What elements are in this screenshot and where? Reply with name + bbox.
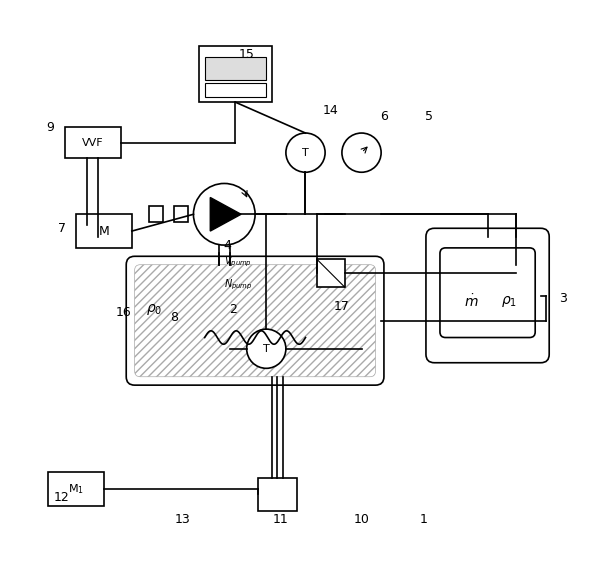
Circle shape bbox=[342, 133, 381, 172]
Text: M: M bbox=[98, 225, 109, 238]
Circle shape bbox=[286, 133, 325, 172]
Bar bbox=[76, 215, 132, 248]
Text: 5: 5 bbox=[425, 110, 433, 123]
Text: 1: 1 bbox=[419, 513, 427, 526]
Text: 11: 11 bbox=[273, 513, 288, 526]
Bar bbox=[205, 83, 266, 97]
Bar bbox=[205, 57, 266, 80]
Text: 8: 8 bbox=[170, 311, 178, 324]
Bar bbox=[148, 207, 163, 222]
Text: 12: 12 bbox=[54, 491, 70, 504]
Bar bbox=[48, 472, 104, 506]
FancyBboxPatch shape bbox=[426, 228, 549, 363]
Text: VVF: VVF bbox=[82, 138, 103, 148]
Bar bbox=[258, 477, 297, 511]
Circle shape bbox=[247, 329, 286, 368]
Text: T: T bbox=[302, 148, 309, 158]
Text: M$_1$: M$_1$ bbox=[68, 482, 84, 495]
Text: $\dot{m}$: $\dot{m}$ bbox=[464, 293, 479, 310]
Text: 17: 17 bbox=[334, 300, 350, 313]
Text: 2: 2 bbox=[229, 303, 236, 316]
Text: 7: 7 bbox=[58, 222, 66, 235]
Text: 6: 6 bbox=[380, 110, 388, 123]
FancyBboxPatch shape bbox=[126, 256, 384, 385]
Bar bbox=[174, 207, 188, 222]
Text: 16: 16 bbox=[115, 306, 131, 319]
FancyBboxPatch shape bbox=[134, 265, 376, 377]
Bar bbox=[65, 127, 120, 158]
Text: 13: 13 bbox=[174, 513, 190, 526]
Text: $V_{pump}$: $V_{pump}$ bbox=[224, 255, 252, 270]
Text: 3: 3 bbox=[559, 292, 567, 305]
Circle shape bbox=[194, 184, 255, 245]
Text: $\rho_0$: $\rho_0$ bbox=[146, 302, 162, 317]
Text: $N_{pump}$: $N_{pump}$ bbox=[224, 278, 253, 292]
Text: 14: 14 bbox=[323, 104, 338, 117]
Polygon shape bbox=[210, 198, 241, 231]
Bar bbox=[316, 259, 345, 287]
FancyBboxPatch shape bbox=[440, 248, 535, 338]
Text: $\rho_1$: $\rho_1$ bbox=[501, 294, 517, 309]
Bar bbox=[199, 46, 272, 102]
Text: 10: 10 bbox=[354, 513, 370, 526]
Text: T: T bbox=[263, 344, 269, 354]
Text: 9: 9 bbox=[46, 121, 54, 134]
Text: 15: 15 bbox=[239, 48, 255, 61]
Text: 4: 4 bbox=[223, 239, 231, 252]
